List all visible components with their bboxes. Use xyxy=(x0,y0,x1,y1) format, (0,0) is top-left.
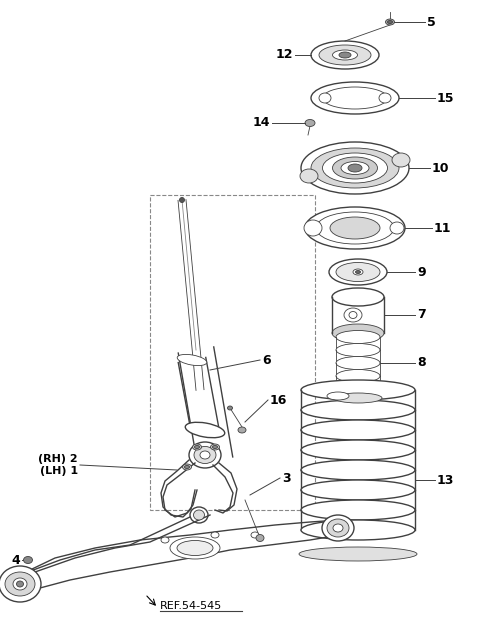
Ellipse shape xyxy=(341,161,369,175)
Bar xyxy=(150,195,315,510)
Ellipse shape xyxy=(323,87,387,109)
Ellipse shape xyxy=(13,578,27,590)
Ellipse shape xyxy=(301,400,415,420)
Ellipse shape xyxy=(194,445,200,449)
Text: 14: 14 xyxy=(252,117,270,130)
Ellipse shape xyxy=(301,480,415,500)
Ellipse shape xyxy=(322,515,354,541)
Ellipse shape xyxy=(339,52,351,58)
Ellipse shape xyxy=(192,444,202,450)
Ellipse shape xyxy=(333,50,358,60)
Ellipse shape xyxy=(333,524,343,532)
Ellipse shape xyxy=(301,500,415,520)
Ellipse shape xyxy=(193,510,204,520)
Ellipse shape xyxy=(16,581,24,587)
Text: 9: 9 xyxy=(417,265,426,278)
Ellipse shape xyxy=(332,288,384,306)
Text: 3: 3 xyxy=(282,471,290,484)
Ellipse shape xyxy=(161,537,169,543)
Ellipse shape xyxy=(190,507,208,523)
Text: 10: 10 xyxy=(432,161,449,175)
Ellipse shape xyxy=(238,427,246,433)
Ellipse shape xyxy=(329,259,387,285)
Text: REF.54-545: REF.54-545 xyxy=(160,601,222,611)
Ellipse shape xyxy=(301,520,415,540)
Text: 5: 5 xyxy=(427,16,436,28)
Text: (RH) 2: (RH) 2 xyxy=(38,454,78,464)
Text: 12: 12 xyxy=(276,49,293,62)
Text: 13: 13 xyxy=(437,474,455,486)
Ellipse shape xyxy=(301,142,409,194)
Ellipse shape xyxy=(330,217,380,239)
Ellipse shape xyxy=(327,519,349,537)
Text: 16: 16 xyxy=(270,394,288,406)
Polygon shape xyxy=(10,520,345,590)
Text: 7: 7 xyxy=(417,309,426,321)
Ellipse shape xyxy=(182,464,192,470)
Ellipse shape xyxy=(319,45,371,65)
Ellipse shape xyxy=(228,406,232,410)
Ellipse shape xyxy=(349,311,357,319)
Ellipse shape xyxy=(189,442,221,468)
Ellipse shape xyxy=(336,382,380,396)
Ellipse shape xyxy=(180,197,184,202)
Ellipse shape xyxy=(5,572,35,596)
Ellipse shape xyxy=(334,393,382,403)
Text: 8: 8 xyxy=(417,357,426,370)
Ellipse shape xyxy=(379,93,391,103)
Ellipse shape xyxy=(301,460,415,480)
Ellipse shape xyxy=(200,451,210,459)
Ellipse shape xyxy=(299,547,417,561)
Ellipse shape xyxy=(251,532,259,538)
Ellipse shape xyxy=(336,343,380,357)
Ellipse shape xyxy=(300,169,318,183)
Ellipse shape xyxy=(305,120,315,127)
Ellipse shape xyxy=(311,82,399,114)
Text: 15: 15 xyxy=(437,91,455,105)
Ellipse shape xyxy=(177,541,213,556)
Ellipse shape xyxy=(356,270,360,273)
Text: (LH) 1: (LH) 1 xyxy=(40,466,78,476)
Ellipse shape xyxy=(304,220,322,236)
Ellipse shape xyxy=(301,380,415,400)
Ellipse shape xyxy=(387,21,393,23)
Ellipse shape xyxy=(392,153,410,167)
Ellipse shape xyxy=(353,269,363,275)
Ellipse shape xyxy=(184,466,190,469)
Text: 11: 11 xyxy=(434,222,452,234)
Ellipse shape xyxy=(332,324,384,342)
Text: 6: 6 xyxy=(262,353,271,367)
Ellipse shape xyxy=(336,263,380,282)
Ellipse shape xyxy=(170,537,220,559)
Ellipse shape xyxy=(311,148,399,188)
Ellipse shape xyxy=(316,212,394,244)
Ellipse shape xyxy=(344,308,362,322)
Ellipse shape xyxy=(348,164,362,172)
Ellipse shape xyxy=(211,444,219,450)
Ellipse shape xyxy=(211,532,219,538)
Ellipse shape xyxy=(385,19,395,25)
Ellipse shape xyxy=(390,222,404,234)
Ellipse shape xyxy=(24,556,33,563)
Ellipse shape xyxy=(311,41,379,69)
Ellipse shape xyxy=(336,370,380,382)
Ellipse shape xyxy=(319,93,331,103)
Ellipse shape xyxy=(327,392,349,400)
Ellipse shape xyxy=(194,447,216,464)
Ellipse shape xyxy=(336,331,380,343)
Ellipse shape xyxy=(301,420,415,440)
Text: 4: 4 xyxy=(11,554,20,566)
Ellipse shape xyxy=(305,207,405,249)
Ellipse shape xyxy=(323,153,387,183)
Ellipse shape xyxy=(333,157,377,179)
Ellipse shape xyxy=(185,422,225,438)
Ellipse shape xyxy=(301,440,415,460)
Ellipse shape xyxy=(336,357,380,370)
Ellipse shape xyxy=(256,534,264,542)
Ellipse shape xyxy=(0,566,41,602)
Ellipse shape xyxy=(213,445,217,449)
Ellipse shape xyxy=(177,355,207,365)
